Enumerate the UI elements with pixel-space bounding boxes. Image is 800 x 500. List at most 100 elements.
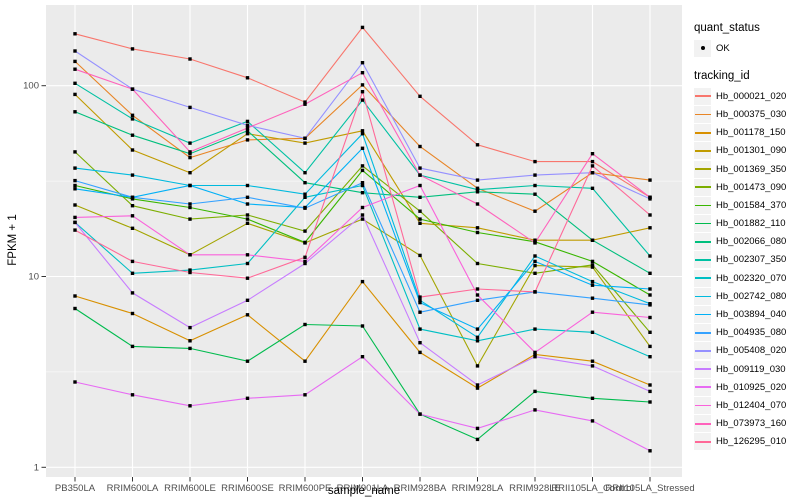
legend-color-line — [694, 368, 711, 370]
data-point — [418, 217, 422, 221]
data-point — [188, 152, 192, 156]
data-point — [73, 178, 77, 183]
legend-key-box — [694, 360, 711, 378]
data-point — [73, 380, 77, 384]
ok-point-icon — [700, 46, 705, 51]
data-point — [130, 311, 135, 316]
legend-item-label: Hb_000375_030 — [716, 108, 787, 120]
data-point — [303, 192, 307, 196]
legend-item-label: Hb_001584_370 — [716, 199, 787, 211]
legend-item-label: Hb_001882_110 — [716, 218, 786, 230]
data-point — [303, 141, 307, 145]
x-tick-label: RRIM928LA — [452, 483, 504, 494]
data-point — [245, 276, 250, 280]
data-point — [590, 238, 595, 242]
data-point — [245, 195, 250, 199]
legend-color-line — [694, 204, 711, 207]
data-point — [475, 327, 480, 331]
data-point — [418, 350, 422, 355]
data-point — [533, 350, 537, 355]
data-point — [73, 59, 77, 64]
data-point — [188, 183, 192, 188]
data-point — [130, 204, 135, 208]
data-point — [475, 364, 480, 368]
data-point — [188, 141, 192, 145]
legend-item-label: Hb_001178_150 — [716, 127, 786, 139]
data-point — [188, 346, 192, 351]
data-point — [533, 254, 537, 258]
data-point — [188, 105, 192, 110]
data-point — [590, 186, 595, 190]
data-point — [590, 259, 595, 264]
legend-color-line — [694, 313, 711, 316]
data-point — [188, 339, 192, 343]
data-point — [303, 171, 307, 175]
legend: quant_status OK tracking_id Hb_000021_02… — [694, 22, 800, 451]
legend-key-box — [694, 160, 711, 178]
data-point — [418, 295, 422, 299]
data-point — [245, 183, 250, 188]
data-point — [303, 100, 307, 104]
data-point — [245, 123, 250, 127]
data-point — [590, 296, 595, 300]
data-point — [73, 49, 77, 53]
data-point — [648, 195, 652, 199]
data-point — [590, 419, 595, 423]
legend-item: Hb_001178_150 — [694, 124, 800, 142]
data-point — [648, 226, 652, 230]
data-point — [533, 408, 537, 412]
data-point — [245, 202, 250, 206]
data-point — [360, 164, 365, 168]
legend-title-tracking-id: tracking_id — [694, 70, 750, 83]
legend-key-box — [694, 396, 711, 414]
legend-item-ok: OK — [694, 39, 800, 57]
legend-item-label: Hb_073973_160 — [716, 418, 787, 430]
legend-item: Hb_001473_090 — [694, 178, 800, 196]
data-point — [648, 344, 652, 349]
legend-color-line — [694, 277, 711, 280]
legend-key-box — [694, 378, 711, 396]
data-point — [360, 217, 365, 221]
data-point — [130, 226, 135, 230]
data-point — [130, 259, 135, 264]
data-point — [303, 359, 307, 363]
data-point — [360, 213, 365, 217]
data-point — [475, 386, 480, 390]
data-point — [303, 393, 307, 397]
data-point — [418, 195, 422, 199]
data-point — [590, 265, 595, 269]
legend-key-box — [694, 105, 711, 123]
data-point — [533, 259, 537, 264]
data-point — [648, 303, 652, 307]
data-point — [188, 150, 192, 154]
legend-item: Hb_003894_040 — [694, 305, 800, 324]
data-point — [73, 215, 77, 220]
data-point — [303, 136, 307, 140]
data-point — [533, 263, 537, 268]
legend-key-box — [694, 196, 711, 214]
data-point — [360, 324, 365, 328]
data-point — [533, 389, 537, 394]
legend-item-label: Hb_009119_030 — [716, 363, 786, 375]
data-point — [303, 259, 307, 264]
data-point — [303, 255, 307, 259]
data-point — [360, 129, 365, 133]
data-point — [590, 164, 595, 168]
data-point — [533, 173, 537, 177]
data-point — [130, 271, 135, 275]
data-point — [303, 240, 307, 245]
data-point — [130, 173, 135, 177]
data-point — [360, 61, 365, 65]
data-point — [130, 47, 135, 51]
legend-item: Hb_000021_020 — [694, 87, 800, 105]
legend-item: Hb_012404_070 — [694, 396, 800, 414]
legend-color-line — [694, 186, 711, 189]
data-point — [73, 228, 77, 232]
legend-item-label: Hb_005408_020 — [716, 345, 787, 357]
data-point — [303, 195, 307, 199]
legend-item-label: Hb_001301_090 — [716, 145, 787, 157]
data-point — [533, 355, 537, 359]
legend-item: Hb_002307_350 — [694, 251, 800, 269]
data-point — [648, 287, 652, 291]
data-point — [245, 119, 250, 124]
